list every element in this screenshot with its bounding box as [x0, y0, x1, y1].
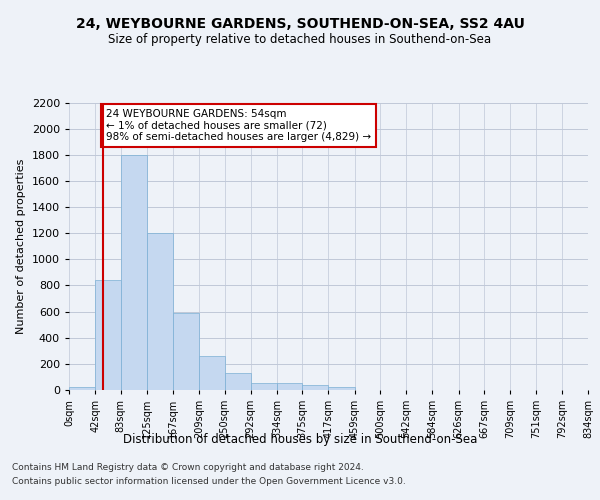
- Bar: [173, 313, 199, 390]
- Bar: [199, 356, 224, 390]
- Bar: [95, 280, 121, 390]
- Bar: [224, 373, 251, 390]
- Bar: [329, 386, 355, 390]
- Bar: [251, 384, 277, 390]
- Text: 24, WEYBOURNE GARDENS, SOUTHEND-ON-SEA, SS2 4AU: 24, WEYBOURNE GARDENS, SOUTHEND-ON-SEA, …: [76, 18, 524, 32]
- Y-axis label: Number of detached properties: Number of detached properties: [16, 158, 26, 334]
- Bar: [277, 384, 302, 390]
- Text: Distribution of detached houses by size in Southend-on-Sea: Distribution of detached houses by size …: [123, 432, 477, 446]
- Text: 24 WEYBOURNE GARDENS: 54sqm
← 1% of detached houses are smaller (72)
98% of semi: 24 WEYBOURNE GARDENS: 54sqm ← 1% of deta…: [106, 109, 371, 142]
- Text: Size of property relative to detached houses in Southend-on-Sea: Size of property relative to detached ho…: [109, 32, 491, 46]
- Bar: [302, 386, 329, 390]
- Bar: [121, 155, 147, 390]
- Bar: [147, 233, 173, 390]
- Bar: [69, 386, 95, 390]
- Text: Contains public sector information licensed under the Open Government Licence v3: Contains public sector information licen…: [12, 478, 406, 486]
- Text: Contains HM Land Registry data © Crown copyright and database right 2024.: Contains HM Land Registry data © Crown c…: [12, 462, 364, 471]
